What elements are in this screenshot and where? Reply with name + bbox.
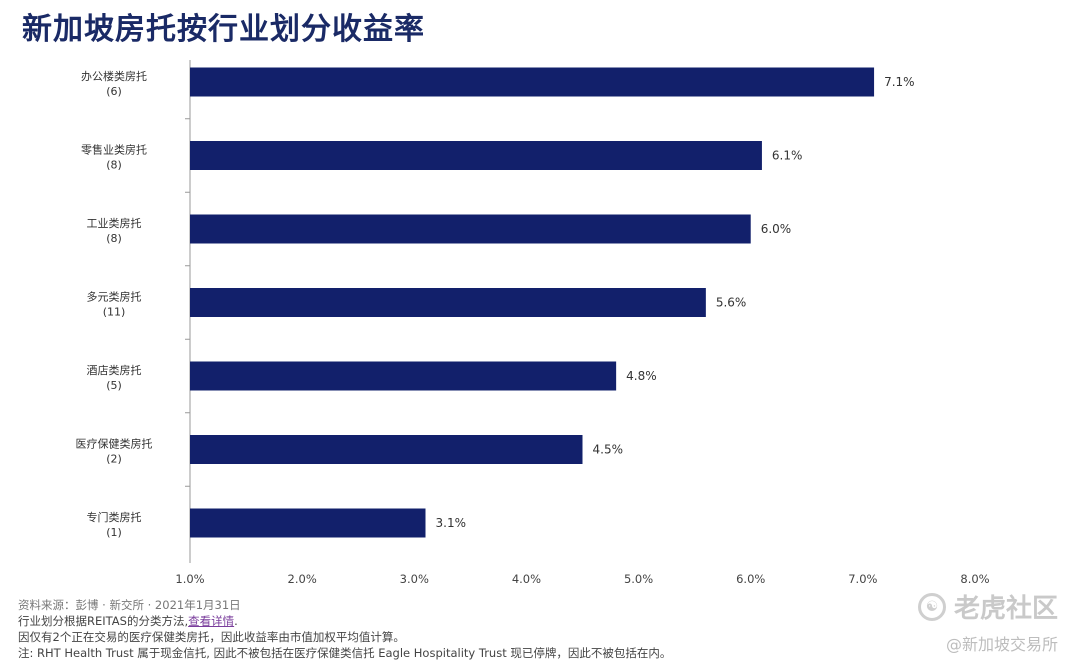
chart-title: 新加坡房托按行业划分收益率 (22, 12, 425, 47)
bar-chart: 7.1% 办公楼类房托 (6) 6.1% 零售业类房托 (8) 6.0% 工业类房托 (8) 5.… (76, 60, 990, 586)
category-count: (11) (103, 306, 126, 319)
bar-3 (190, 214, 751, 244)
category-label: 工业类房托 (87, 216, 142, 230)
classification-note: 行业划分根据REITAS的分类方法,查看详情. (18, 613, 671, 629)
bar-5 (190, 361, 617, 391)
x-tick-label: 6.0% (736, 572, 765, 586)
weighting-note: 因仅有2个正在交易的医疗保健类房托，因此收益率由市值加权平均值计算。 (18, 630, 405, 644)
x-tick-label: 8.0% (960, 572, 989, 586)
x-tick-label: 2.0% (288, 572, 317, 586)
data-label: 4.8% (626, 369, 657, 383)
watermark-brand-row: ☯ 老虎社区 (917, 588, 1058, 625)
watermark-brand: 老虎社区 (953, 594, 1058, 624)
source-note: 资料来源：彭博 · 新交所 · 2021年1月31日 (18, 598, 241, 612)
tiger-icon: ☯ (917, 592, 946, 621)
category-label: 多元类房托 (87, 290, 142, 304)
data-label: 5.6% (716, 296, 747, 310)
category-label: 零售业类房托 (81, 143, 147, 157)
bar-7 (190, 508, 426, 538)
x-tick-label: 7.0% (848, 572, 877, 586)
data-label: 4.5% (593, 443, 624, 457)
x-tick-label: 4.0% (512, 572, 541, 586)
category-count: (8) (106, 232, 122, 245)
x-tick-label: 5.0% (624, 572, 653, 586)
x-tick-label: 3.0% (400, 572, 429, 586)
watermark: ☯ 老虎社区 @新加坡交易所 (917, 588, 1058, 655)
watermark-handle: @新加坡交易所 (945, 635, 1058, 654)
category-count: (6) (106, 85, 122, 98)
x-tick-label: 1.0% (175, 572, 204, 586)
bar-1 (190, 67, 875, 97)
category-count: (8) (106, 159, 122, 172)
category-label: 专门类房托 (87, 510, 142, 524)
data-label: 6.0% (761, 222, 792, 236)
bar-2 (190, 141, 762, 170)
bar-6 (190, 435, 583, 464)
data-label: 7.1% (884, 75, 915, 89)
exclusion-note: 注: RHT Health Trust 属于现金信托, 因此不被包括在医疗保健类… (18, 646, 672, 660)
category-count: (1) (106, 526, 122, 539)
footnotes: 资料来源：彭博 · 新交所 · 2021年1月31日 行业划分根据REITAS的… (18, 597, 671, 661)
category-label: 办公楼类房托 (81, 69, 147, 83)
category-count: (5) (106, 379, 122, 392)
bar-4 (190, 288, 706, 317)
category-label: 酒店类房托 (87, 363, 142, 377)
category-label: 医疗保健类房托 (76, 437, 153, 451)
classification-note-text: 行业划分根据REITAS的分类方法, (18, 614, 189, 628)
classification-note-end: . (234, 614, 238, 628)
details-link[interactable]: 查看详情 (188, 614, 235, 628)
data-label: 3.1% (436, 516, 467, 530)
data-label: 6.1% (772, 149, 803, 163)
category-count: (2) (106, 453, 122, 466)
